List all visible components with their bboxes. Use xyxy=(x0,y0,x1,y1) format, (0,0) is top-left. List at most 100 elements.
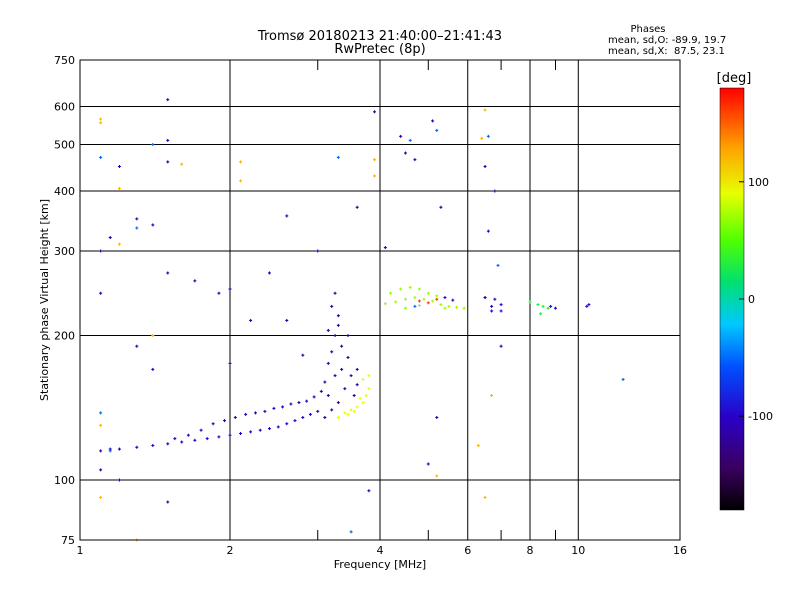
x-tick-label-8: 8 xyxy=(527,544,534,557)
point-s9-12 xyxy=(349,530,353,534)
point-s3-4 xyxy=(361,401,365,405)
point-s10-7 xyxy=(373,158,377,162)
point-s10-18 xyxy=(490,394,494,398)
point-s1-10 xyxy=(281,405,285,409)
point-s2-12 xyxy=(343,387,347,391)
point-s2-7 xyxy=(333,334,337,338)
point-s8-7 xyxy=(193,279,197,283)
point-s8-31 xyxy=(166,500,170,504)
point-s2-21 xyxy=(346,334,350,338)
point-s0-15 xyxy=(276,425,280,429)
point-s6-8 xyxy=(553,306,557,310)
point-s1-0 xyxy=(173,437,177,441)
point-s10-10 xyxy=(480,136,484,140)
x-tick-label-6: 6 xyxy=(464,544,471,557)
point-s8-25 xyxy=(483,164,487,168)
point-s8-16 xyxy=(403,151,407,155)
point-s1-6 xyxy=(244,412,248,416)
point-s10-5 xyxy=(239,160,243,164)
point-s10-17 xyxy=(435,474,439,478)
point-s8-39 xyxy=(228,361,232,365)
point-s10-0 xyxy=(117,242,121,246)
point-s3-6 xyxy=(367,387,371,391)
point-s9-6 xyxy=(408,138,412,142)
point-s8-24 xyxy=(499,344,503,348)
point-s8-20 xyxy=(435,415,439,419)
point-s0-20 xyxy=(316,409,320,413)
colorbar-label: [deg] xyxy=(717,71,752,86)
point-s9-9 xyxy=(496,263,500,267)
point-s8-8 xyxy=(217,291,221,295)
point-s4-11 xyxy=(399,287,403,291)
point-s10-15 xyxy=(483,495,487,499)
point-s8-5 xyxy=(151,223,155,227)
x-tick-label-1: 1 xyxy=(77,544,84,557)
y-tick-label-750: 750 xyxy=(54,54,75,67)
point-s10-1 xyxy=(99,117,103,121)
point-s3-8 xyxy=(367,374,371,378)
point-s10-8 xyxy=(117,186,121,190)
point-s0-19 xyxy=(308,412,312,416)
point-s2-22 xyxy=(355,383,359,387)
point-s9-8 xyxy=(486,134,490,138)
point-s8-27 xyxy=(316,249,320,253)
point-s4-12 xyxy=(408,285,412,289)
point-s5-1 xyxy=(426,301,430,305)
point-s10-11 xyxy=(99,423,103,427)
point-s8-26 xyxy=(486,229,490,233)
y-tick-label-100: 100 xyxy=(54,474,75,487)
point-s3-0 xyxy=(336,415,340,419)
data-points xyxy=(99,98,625,542)
point-s8-10 xyxy=(267,271,271,275)
point-s8-35 xyxy=(99,468,103,472)
y-tick-label-400: 400 xyxy=(54,185,75,198)
point-s10-12 xyxy=(151,334,155,338)
x-tick-label-2: 2 xyxy=(227,544,234,557)
x-axis-label: Frequency [MHz] xyxy=(334,558,426,571)
point-s8-2 xyxy=(166,160,170,164)
colorbar-tick-label-100: 100 xyxy=(748,176,769,189)
point-s4-8 xyxy=(455,305,459,309)
x-tick-label-4: 4 xyxy=(377,544,384,557)
point-s2-5 xyxy=(330,350,334,354)
point-s2-4 xyxy=(330,408,334,412)
point-s10-9 xyxy=(483,108,487,112)
point-s0-2 xyxy=(117,447,121,451)
point-s1-8 xyxy=(263,409,267,413)
point-s9-5 xyxy=(336,155,340,159)
point-s0-17 xyxy=(293,419,297,423)
point-s2-17 xyxy=(330,304,334,308)
point-s2-11 xyxy=(340,344,344,348)
point-s4-0 xyxy=(383,302,387,306)
point-s1-2 xyxy=(199,428,203,432)
point-s10-6 xyxy=(373,174,377,178)
point-s9-0 xyxy=(99,155,103,159)
point-s9-11 xyxy=(621,377,625,381)
point-s6-0 xyxy=(443,296,447,300)
point-s0-9 xyxy=(217,435,221,439)
grid-lines xyxy=(80,60,680,540)
point-s2-20 xyxy=(326,328,330,332)
point-s0-6 xyxy=(180,440,184,444)
point-s4-5 xyxy=(431,299,435,303)
point-s8-14 xyxy=(383,246,387,250)
point-s4-6 xyxy=(439,303,443,307)
point-s0-3 xyxy=(135,445,139,449)
point-s8-9 xyxy=(228,287,232,291)
point-s0-14 xyxy=(267,427,271,431)
point-s6-9 xyxy=(585,304,589,308)
point-s3-10 xyxy=(352,409,356,413)
point-s8-17 xyxy=(413,158,417,162)
y-tick-label-200: 200 xyxy=(54,330,75,343)
point-s8-36 xyxy=(117,478,121,482)
point-s8-4 xyxy=(135,217,139,221)
chart-title: Tromsø 20180213 21:40:00–21:41:43 xyxy=(257,29,502,44)
point-s8-29 xyxy=(249,318,253,322)
point-s10-2 xyxy=(99,121,103,125)
point-s8-12 xyxy=(355,205,359,209)
point-s3-2 xyxy=(349,408,353,412)
point-s7-2 xyxy=(541,304,545,308)
point-s8-13 xyxy=(373,110,377,114)
point-s6-5 xyxy=(490,309,494,313)
point-s4-14 xyxy=(426,291,430,295)
